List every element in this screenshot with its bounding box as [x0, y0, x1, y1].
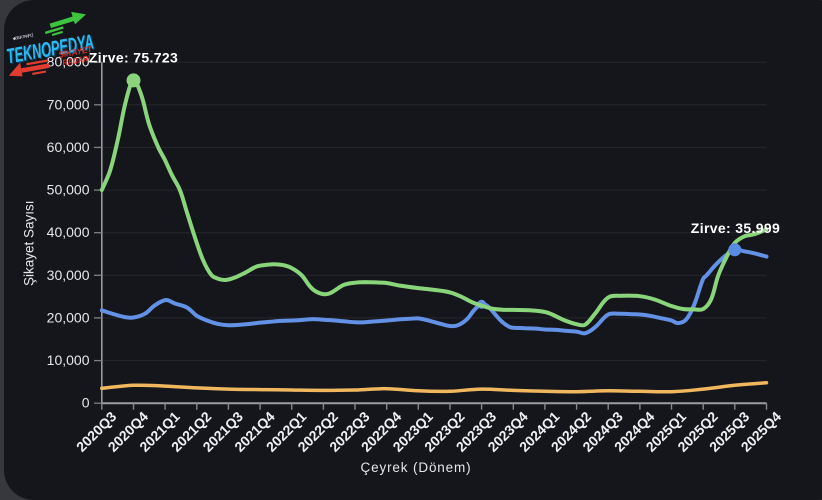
- svg-text:0: 0: [82, 395, 90, 411]
- svg-text:50,000: 50,000: [47, 182, 90, 198]
- svg-text:Zirve: 35.999: Zirve: 35.999: [691, 220, 780, 236]
- svg-text:Çeyrek (Dönem): Çeyrek (Dönem): [361, 460, 472, 475]
- svg-text:40,000: 40,000: [47, 224, 90, 240]
- svg-text:Zirve: 75.723: Zirve: 75.723: [89, 49, 178, 65]
- svg-text:60,000: 60,000: [47, 139, 90, 155]
- svg-text:Şikayet Sayısı: Şikayet Sayısı: [22, 200, 37, 286]
- svg-text:20,000: 20,000: [47, 309, 90, 325]
- svg-text:30,000: 30,000: [47, 267, 90, 283]
- svg-text:80,000: 80,000: [47, 54, 90, 70]
- svg-text:70,000: 70,000: [47, 96, 90, 112]
- svg-text:◆ 500K TAKİPÇİ: ◆ 500K TAKİPÇİ: [12, 32, 34, 41]
- svg-text:10,000: 10,000: [47, 352, 90, 368]
- svg-text:RADARI: RADARI: [62, 53, 92, 68]
